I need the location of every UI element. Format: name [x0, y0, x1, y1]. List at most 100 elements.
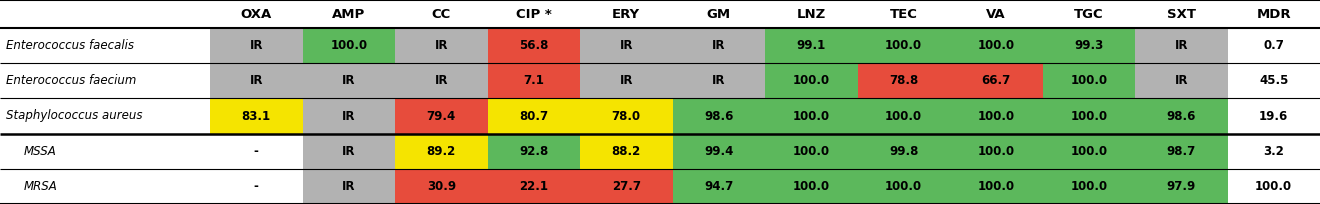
Text: CC: CC	[432, 8, 451, 20]
Text: 56.8: 56.8	[519, 39, 548, 52]
Text: Enterococcus faecium: Enterococcus faecium	[7, 74, 136, 87]
Bar	[1135, 28, 1228, 63]
Bar	[0, 169, 210, 204]
Text: 98.6: 98.6	[1167, 110, 1196, 122]
Text: OXA: OXA	[240, 8, 272, 20]
Text: TGC: TGC	[1074, 8, 1104, 20]
Bar	[210, 169, 302, 204]
Bar	[395, 169, 487, 204]
Text: IR: IR	[249, 39, 263, 52]
Bar	[1228, 28, 1320, 63]
Text: 100.0: 100.0	[978, 110, 1015, 122]
Bar	[672, 98, 766, 134]
Text: -: -	[253, 180, 259, 193]
Bar	[302, 63, 395, 98]
Text: 94.7: 94.7	[704, 180, 734, 193]
Text: 66.7: 66.7	[982, 74, 1011, 87]
Text: IR: IR	[711, 39, 726, 52]
Bar	[950, 28, 1043, 63]
Bar	[950, 134, 1043, 169]
Bar	[0, 98, 210, 134]
Text: 100.0: 100.0	[793, 110, 830, 122]
Bar	[0, 63, 210, 98]
Text: 78.8: 78.8	[890, 74, 919, 87]
Text: IR: IR	[619, 39, 634, 52]
Bar	[950, 63, 1043, 98]
Text: 3.2: 3.2	[1263, 145, 1284, 158]
Bar	[395, 63, 487, 98]
Text: 83.1: 83.1	[242, 110, 271, 122]
Bar	[858, 63, 950, 98]
Text: 100.0: 100.0	[793, 74, 830, 87]
Text: Enterococcus faecalis: Enterococcus faecalis	[7, 39, 135, 52]
Text: 92.8: 92.8	[519, 145, 548, 158]
Bar	[487, 98, 579, 134]
Text: 100.0: 100.0	[978, 39, 1015, 52]
Text: 22.1: 22.1	[519, 180, 548, 193]
Text: 99.1: 99.1	[797, 39, 826, 52]
Text: 30.9: 30.9	[426, 180, 455, 193]
Text: IR: IR	[342, 110, 355, 122]
Text: 27.7: 27.7	[611, 180, 640, 193]
Text: 98.7: 98.7	[1167, 145, 1196, 158]
Text: ERY: ERY	[612, 8, 640, 20]
Text: 100.0: 100.0	[793, 145, 830, 158]
Bar	[210, 63, 302, 98]
Text: IR: IR	[1175, 39, 1188, 52]
Text: GM: GM	[706, 8, 731, 20]
Text: MSSA: MSSA	[24, 145, 57, 158]
Bar	[302, 134, 395, 169]
Bar	[395, 28, 487, 63]
Bar	[858, 98, 950, 134]
Text: 100.0: 100.0	[1071, 110, 1107, 122]
Bar	[1135, 169, 1228, 204]
Bar	[858, 169, 950, 204]
Bar	[1043, 134, 1135, 169]
Bar	[766, 169, 858, 204]
Text: IR: IR	[1175, 74, 1188, 87]
Bar	[858, 28, 950, 63]
Text: 79.4: 79.4	[426, 110, 455, 122]
Text: 45.5: 45.5	[1259, 74, 1288, 87]
Text: MDR: MDR	[1257, 8, 1291, 20]
Bar	[672, 169, 766, 204]
Bar	[1043, 28, 1135, 63]
Text: SXT: SXT	[1167, 8, 1196, 20]
Bar	[579, 98, 672, 134]
Text: IR: IR	[711, 74, 726, 87]
Text: 100.0: 100.0	[978, 145, 1015, 158]
Bar	[672, 134, 766, 169]
Text: 100.0: 100.0	[1071, 180, 1107, 193]
Bar	[395, 134, 487, 169]
Bar	[0, 28, 210, 63]
Bar	[950, 98, 1043, 134]
Text: 99.8: 99.8	[890, 145, 919, 158]
Bar	[579, 63, 672, 98]
Text: 89.2: 89.2	[426, 145, 455, 158]
Text: IR: IR	[434, 74, 447, 87]
Bar	[1228, 169, 1320, 204]
Text: 100.0: 100.0	[886, 39, 923, 52]
Bar	[302, 169, 395, 204]
Text: 78.0: 78.0	[611, 110, 640, 122]
Text: 88.2: 88.2	[611, 145, 642, 158]
Text: LNZ: LNZ	[797, 8, 826, 20]
Bar	[858, 134, 950, 169]
Text: 98.6: 98.6	[704, 110, 734, 122]
Bar	[302, 98, 395, 134]
Text: 100.0: 100.0	[793, 180, 830, 193]
Text: 100.0: 100.0	[886, 180, 923, 193]
Text: 100.0: 100.0	[1071, 74, 1107, 87]
Bar	[1228, 63, 1320, 98]
Text: IR: IR	[342, 74, 355, 87]
Bar	[1135, 63, 1228, 98]
Text: 99.3: 99.3	[1074, 39, 1104, 52]
Text: 100.0: 100.0	[330, 39, 367, 52]
Bar	[766, 28, 858, 63]
Text: IR: IR	[342, 145, 355, 158]
Bar	[766, 134, 858, 169]
Text: TEC: TEC	[890, 8, 917, 20]
Bar	[672, 63, 766, 98]
Bar	[1043, 63, 1135, 98]
Text: IR: IR	[619, 74, 634, 87]
